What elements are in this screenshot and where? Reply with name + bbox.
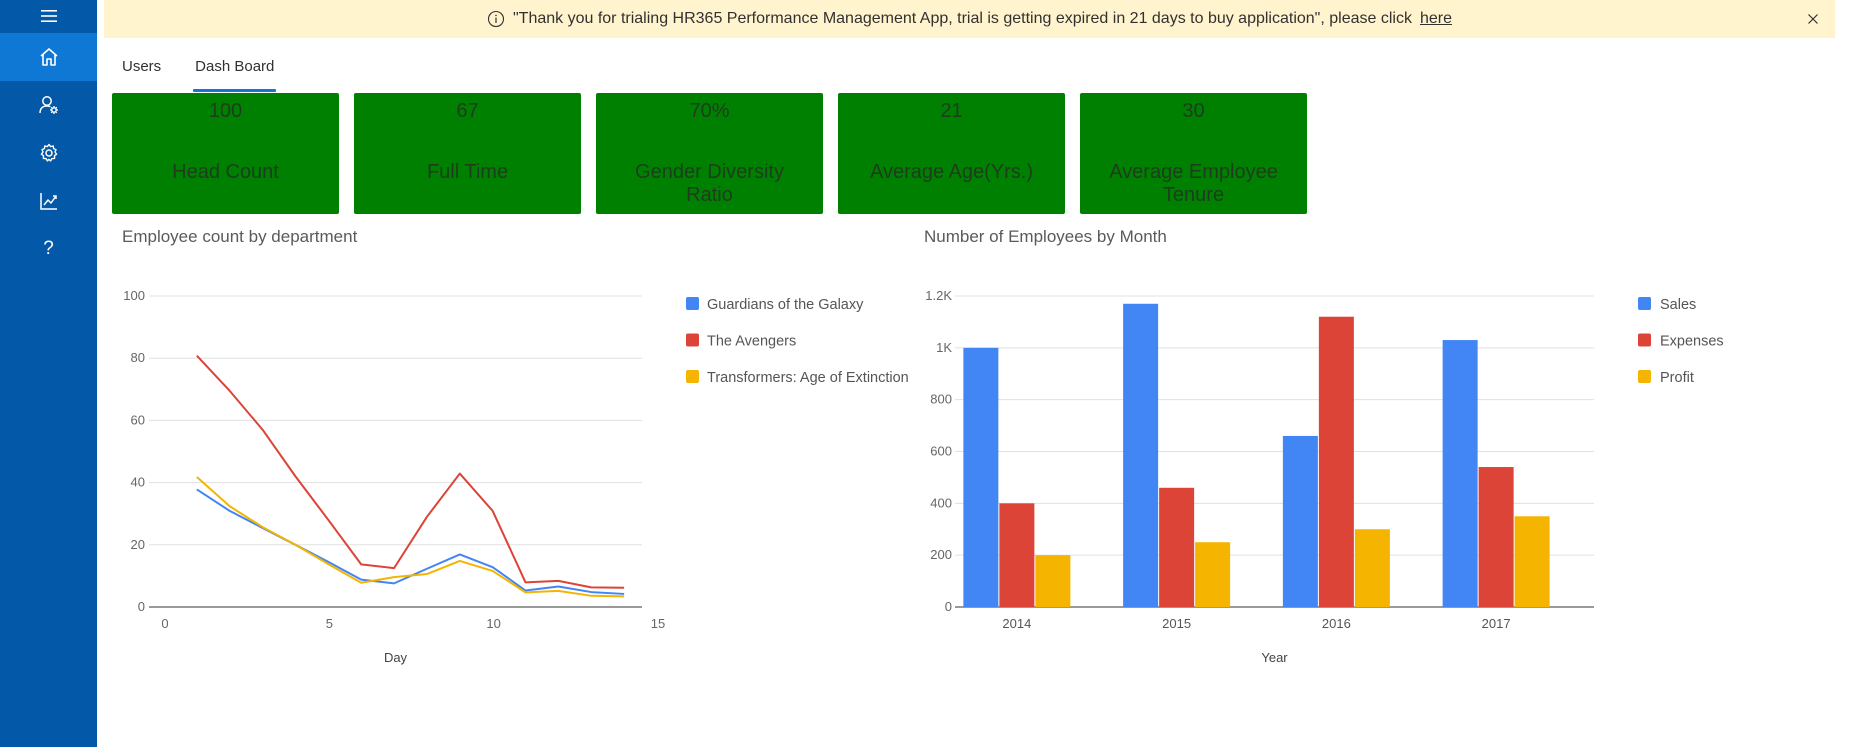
- y-tick-label: 1.2K: [925, 288, 952, 303]
- hamburger-menu-button[interactable]: [0, 0, 97, 32]
- banner-message: "Thank you for trialing HR365 Performanc…: [513, 10, 1412, 27]
- y-tick-label: 60: [131, 412, 145, 427]
- y-tick-label: 400: [930, 495, 952, 510]
- kpi-label: Full Time: [426, 161, 509, 183]
- legend-label: Sales: [1660, 297, 1696, 313]
- y-tick-label: 1K: [936, 340, 952, 355]
- bar: [1478, 467, 1514, 607]
- kpi-label: Average Employee Tenure: [1109, 161, 1278, 206]
- line-chart-title: Employee count by department: [122, 227, 358, 246]
- tab-bar: Users Dash Board: [120, 50, 306, 92]
- bar: [1159, 487, 1195, 607]
- y-tick-label: 80: [131, 350, 145, 365]
- kpi-value: 67: [456, 100, 479, 122]
- kpi-label: Head Count: [172, 161, 279, 183]
- legend-swatch: [686, 297, 699, 310]
- x-tick-label: 2015: [1162, 616, 1191, 631]
- y-tick-label: 20: [131, 537, 145, 552]
- kpi-value: 100: [208, 100, 243, 122]
- x-axis-title: Year: [1261, 650, 1288, 665]
- sidebar-item-help[interactable]: ?: [0, 225, 97, 273]
- bar: [999, 503, 1035, 607]
- y-tick-label: 0: [138, 599, 145, 614]
- y-tick-label: 200: [930, 547, 952, 562]
- kpi-label: Average Age(Yrs.): [869, 161, 1034, 183]
- legend-label: Transformers: Age of Extinction: [707, 370, 909, 386]
- sidebar: ?: [0, 0, 97, 747]
- legend-label: Profit: [1660, 370, 1694, 386]
- legend-label: Expenses: [1660, 334, 1724, 350]
- bar: [1035, 555, 1071, 607]
- x-tick-label: 2017: [1482, 616, 1511, 631]
- sidebar-item-analytics[interactable]: [0, 177, 97, 225]
- legend-swatch: [1638, 333, 1651, 347]
- kpi-value: 30: [1182, 100, 1205, 122]
- info-icon: [487, 10, 505, 28]
- bar: [1195, 542, 1231, 607]
- y-tick-label: 40: [131, 475, 145, 490]
- gear-icon: [40, 143, 57, 162]
- banner-buy-link[interactable]: here: [1419, 10, 1452, 27]
- x-tick-label: 2016: [1322, 616, 1351, 631]
- legend-swatch: [686, 333, 699, 347]
- user-settings-icon: [38, 96, 58, 114]
- series-line: [196, 476, 625, 598]
- hamburger-icon: [40, 10, 57, 22]
- home-icon: [39, 48, 58, 66]
- bar: [963, 347, 999, 607]
- legend-swatch: [1638, 297, 1651, 310]
- x-tick-label: 2014: [1002, 616, 1031, 631]
- x-tick-label: 0: [161, 616, 168, 631]
- help-icon: ?: [43, 238, 54, 259]
- legend-swatch: [1638, 370, 1651, 383]
- kpi-card-full-time: 67 Full Time: [354, 93, 581, 214]
- x-tick-label: 5: [326, 616, 333, 631]
- x-axis-title: Day: [384, 650, 408, 665]
- bar: [1442, 340, 1478, 607]
- legend-swatch: [686, 370, 699, 383]
- series-line: [196, 488, 625, 595]
- bar: [1354, 529, 1390, 607]
- y-tick-label: 600: [930, 444, 952, 459]
- kpi-card-gender-diversity: 70% Gender Diversity Ratio: [596, 93, 823, 214]
- tab-dashboard[interactable]: Dash Board: [193, 50, 277, 92]
- sidebar-item-users[interactable]: [0, 81, 97, 129]
- bar: [1318, 316, 1354, 607]
- sidebar-item-home[interactable]: [0, 33, 97, 81]
- legend-label: The Avengers: [707, 334, 796, 350]
- kpi-card-average-tenure: 30 Average Employee Tenure: [1080, 93, 1307, 214]
- tab-users[interactable]: Users: [122, 58, 162, 75]
- bar: [1123, 303, 1159, 607]
- series-line: [196, 355, 625, 589]
- sidebar-item-settings[interactable]: [0, 129, 97, 177]
- legend-label: Guardians of the Galaxy: [707, 297, 864, 313]
- kpi-card-head-count: 100 Head Count: [112, 93, 339, 214]
- kpi-label: Gender Diversity Ratio: [635, 161, 784, 206]
- trial-banner: "Thank you for trialing HR365 Performanc…: [104, 0, 1835, 38]
- bar-chart-title: Number of Employees by Month: [924, 227, 1167, 246]
- y-tick-label: 0: [945, 599, 952, 614]
- kpi-value: 21: [940, 100, 963, 122]
- y-tick-label: 800: [930, 392, 952, 407]
- y-tick-label: 100: [123, 288, 145, 303]
- x-tick-label: 10: [486, 616, 500, 631]
- kpi-card-average-age: 21 Average Age(Yrs.): [838, 93, 1065, 214]
- x-tick-label: 15: [651, 616, 665, 631]
- bar: [1282, 435, 1318, 607]
- bar: [1514, 516, 1550, 607]
- analytics-icon: [39, 193, 57, 210]
- close-icon[interactable]: [1805, 11, 1821, 27]
- kpi-value: 70%: [689, 100, 730, 122]
